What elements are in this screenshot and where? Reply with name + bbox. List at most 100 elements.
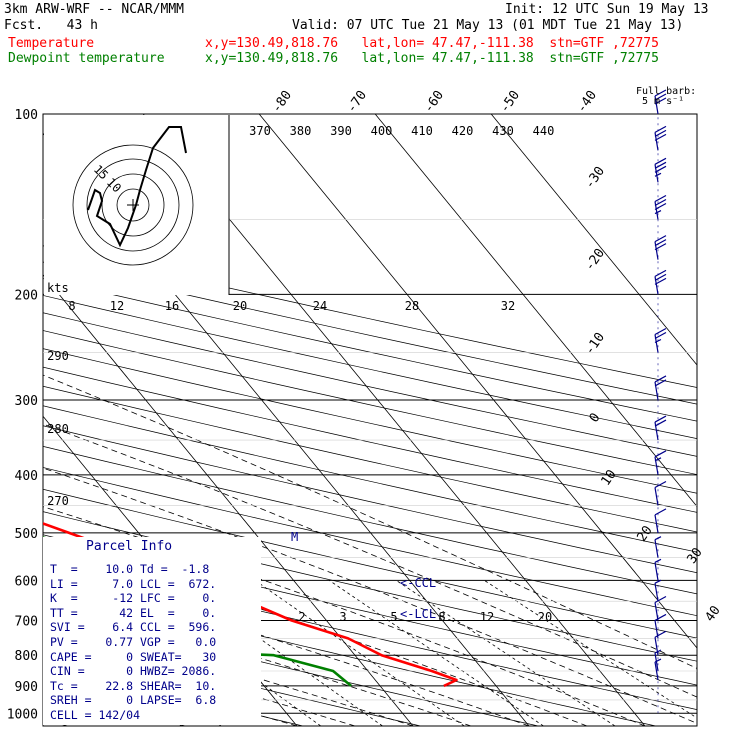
barb-flag <box>654 630 667 638</box>
barb-flag <box>654 269 667 277</box>
wind-barb <box>654 157 667 183</box>
barb-half-flag <box>654 209 662 215</box>
barb-flag <box>654 239 667 247</box>
barb-flag <box>654 165 667 173</box>
wind-barb <box>654 480 667 506</box>
pressure-label-600: 600 <box>15 574 38 589</box>
barb-flag <box>654 415 667 423</box>
wind-barb <box>654 235 667 260</box>
barb-flag <box>654 273 667 281</box>
barb-staff <box>654 381 659 401</box>
barb-flag <box>654 419 667 427</box>
isotherm-line <box>490 114 697 366</box>
barb-staff <box>654 514 659 533</box>
valid-time: Valid: 07 UTC Tue 21 May 13 (01 MDT Tue … <box>292 18 684 33</box>
temperature-location-info: x,y=130.49,818.76 lat,lon= 47.47,-111.38… <box>205 36 659 51</box>
barb-half-flag <box>654 172 662 177</box>
barb-flag <box>654 327 667 336</box>
hodograph-ring <box>86 158 180 252</box>
dry-adiabat <box>43 608 539 726</box>
pressure-label-300: 300 <box>15 394 38 409</box>
barb-staff <box>654 620 659 639</box>
wind-barb <box>654 508 667 533</box>
isotherm-label: -40 <box>574 88 600 116</box>
isotherm-label: -10 <box>582 330 608 358</box>
wind-barb <box>654 649 662 672</box>
barb-staff <box>654 652 659 672</box>
barb-flag <box>654 277 667 285</box>
parcel-info-row: CAPE = 0 SWEAT= 30 <box>50 649 217 664</box>
barb-legend-line1: Full barb: <box>636 86 696 97</box>
isotherm-label: -30 <box>582 164 608 192</box>
init-time: Init: 12 UTC Sun 19 May 13 <box>505 2 709 17</box>
barb-staff <box>654 164 659 183</box>
moist-adiabat <box>43 506 646 726</box>
wind-barb <box>654 536 662 558</box>
wind-barb <box>654 595 667 621</box>
barb-flag <box>654 595 667 603</box>
pressure-label-700: 700 <box>15 614 38 629</box>
theta-label: 420 <box>452 124 474 138</box>
wind-barbs <box>654 89 667 714</box>
hodograph-speed-label: 28 <box>405 299 419 313</box>
hodograph-trace <box>87 126 187 248</box>
barb-flag <box>654 375 667 383</box>
parcel-info-row: SVI = 6.4 CCL = 596. <box>50 620 217 635</box>
parcel-info-row: K = -12 LFC = 0. <box>50 591 217 606</box>
mixing-ratio-line <box>254 580 465 726</box>
wind-barb <box>654 269 667 295</box>
dry-adiabat <box>43 312 697 457</box>
barb-flag <box>654 199 667 207</box>
theta-label: 390 <box>330 124 352 138</box>
wind-barb <box>654 613 667 639</box>
hodograph-ring <box>116 188 150 222</box>
barb-flag <box>654 480 667 488</box>
wind-barb <box>654 630 667 656</box>
barb-flag <box>654 125 667 133</box>
barb-staff <box>654 201 659 220</box>
wind-barb <box>654 375 667 401</box>
barb-flag <box>654 508 667 516</box>
isotherm-label: 20 <box>634 523 655 544</box>
barb-flag <box>654 235 667 243</box>
parcel-info-row: TT = 42 EL = 0. <box>50 605 217 620</box>
moist-adiabat <box>43 593 472 726</box>
mixing-ratio-line <box>329 580 544 726</box>
dry-adiabat <box>43 511 697 662</box>
model-title: 3km ARW-WRF -- NCAR/MMM <box>4 2 185 17</box>
hodograph-ring <box>72 144 194 266</box>
parcel-info-title: Parcel Info <box>86 539 173 554</box>
isotherm-label: 10 <box>598 467 619 488</box>
barb-half-flag <box>654 558 662 563</box>
parcel-info-row: Tc = 22.8 SHEAR= 10. <box>50 678 217 693</box>
wind-barb <box>654 125 667 151</box>
theta-left-label: 290 <box>47 349 69 363</box>
barb-flag <box>654 93 667 101</box>
parcel-info-panel: Parcel Info T = 10.0 Td = -1.8 LI = 7.0 L… <box>43 537 261 725</box>
mixing-ratio-label: 20 <box>538 610 552 624</box>
barb-half-flag <box>654 536 662 541</box>
barb-flag <box>654 203 667 211</box>
dry-adiabat <box>43 348 697 494</box>
isotherm-line <box>374 114 697 508</box>
wind-barb <box>654 327 667 353</box>
barb-half-flag <box>654 579 662 584</box>
barb-flag <box>654 331 667 340</box>
barb-flag <box>654 195 667 203</box>
moist-adiabat <box>43 467 697 724</box>
isotherm-label: 40 <box>702 603 723 624</box>
isotherm-label: 0 <box>587 410 604 425</box>
isotherm-label: 30 <box>684 545 705 566</box>
pressure-label-800: 800 <box>15 649 38 664</box>
parcel-info-row: PV = 0.77 VGP = 0.0 <box>50 635 217 649</box>
barb-flag <box>654 379 667 387</box>
hodograph-speed-label: 24 <box>313 299 327 313</box>
mixing-ratio-label: 8 <box>438 610 445 624</box>
barb-staff <box>654 487 659 506</box>
barb-staff <box>654 241 659 260</box>
barb-staff <box>654 637 659 656</box>
theta-left-label: 280 <box>47 422 69 436</box>
mixing-ratio-line <box>395 580 616 726</box>
